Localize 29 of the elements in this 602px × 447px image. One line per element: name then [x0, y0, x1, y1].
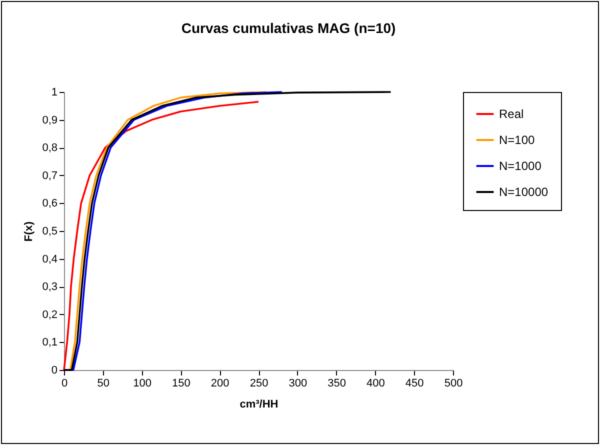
x-axis-title: cm³/HH: [240, 398, 278, 410]
x-tick-label: 200: [210, 378, 230, 390]
x-tick-label: 400: [366, 378, 385, 390]
y-tick-label: 0,5: [42, 226, 58, 238]
y-tick-label: 0,9: [42, 114, 58, 126]
x-tick-label: 350: [328, 378, 346, 390]
y-tick-label: 0,6: [42, 198, 58, 210]
y-tick-label: 0,1: [42, 336, 58, 349]
legend-label: N=10000: [499, 185, 548, 199]
x-tick-label: 50: [97, 378, 110, 390]
x-tick-label: 100: [133, 378, 152, 390]
x-tick-label: 250: [250, 378, 268, 390]
y-tick-label: 0,2: [42, 308, 58, 321]
legend-label: N=1000: [499, 159, 542, 173]
x-tick-label: 300: [288, 378, 308, 390]
legend-label: N=100: [499, 133, 536, 147]
chart-title: Curvas cumulativas MAG (n=10): [181, 20, 396, 36]
x-tick-label: 150: [172, 378, 190, 390]
y-tick-label: 0,3: [42, 281, 58, 294]
y-tick-label: 0: [51, 364, 58, 376]
legend-label: Real: [499, 107, 524, 121]
x-tick-label: 0: [61, 378, 68, 390]
y-tick-label: 0,7: [42, 170, 58, 182]
x-tick-label: 450: [405, 378, 424, 390]
y-tick-label: 0,8: [42, 142, 58, 154]
x-tick-label: 500: [444, 378, 463, 390]
y-axis-title: F(x): [23, 221, 36, 242]
y-tick-label: 1: [51, 86, 58, 98]
y-tick-label: 0,4: [42, 253, 58, 266]
